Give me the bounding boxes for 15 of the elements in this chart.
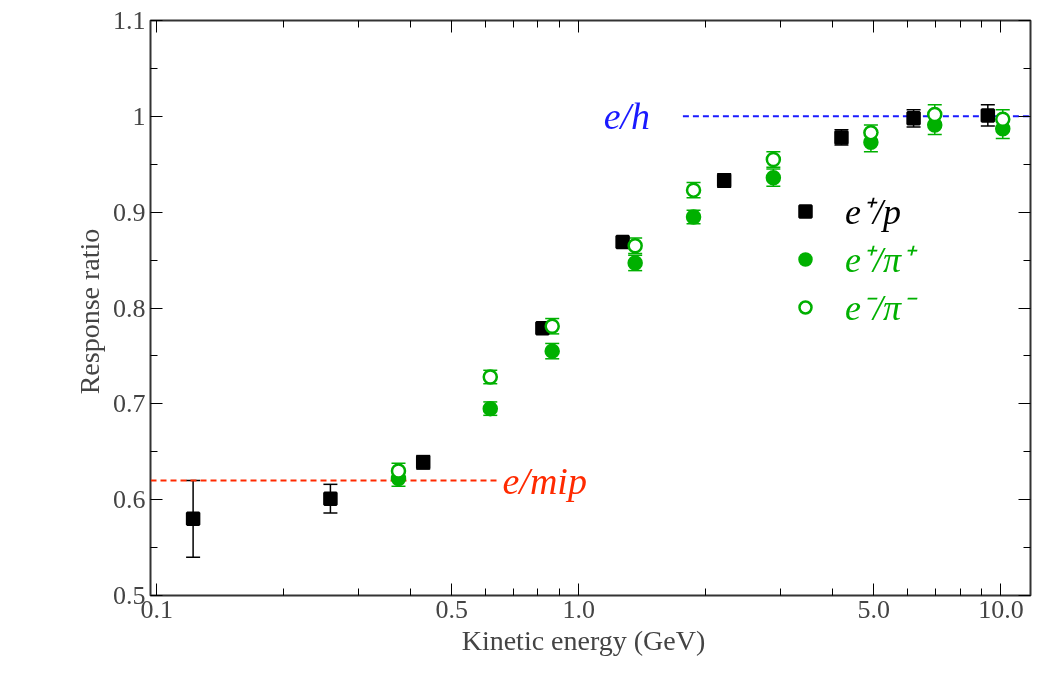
y-axis-title: Response ratio: [74, 228, 105, 395]
x-tick-label: 10.0: [978, 594, 1024, 624]
y-tick-label: 0.6: [113, 485, 146, 515]
ref-line-label: e/mip: [502, 459, 587, 502]
x-tick-label: 1.0: [562, 594, 596, 624]
y-tick-label: 1.1: [113, 6, 146, 35]
x-tick-label: 0.5: [435, 594, 468, 624]
y-tick-label: 0.9: [113, 197, 146, 227]
y-tick-label: 0.7: [113, 389, 146, 419]
ref-line-label: e/h: [603, 95, 651, 138]
x-axis-title: Kinetic energy (GeV): [461, 624, 706, 656]
x-tick-label: 5.0: [857, 594, 891, 624]
y-tick-label: 1: [132, 101, 146, 131]
legend-label: e⁺/p: [845, 191, 901, 234]
y-tick-label: 0.8: [113, 293, 146, 323]
